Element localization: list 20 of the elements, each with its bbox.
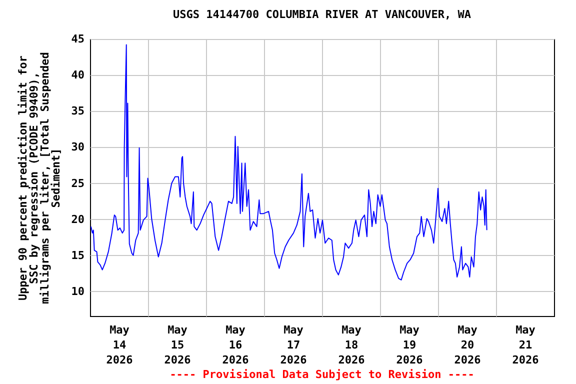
- x-tick-label: May 16 2026: [222, 324, 250, 366]
- x-tick-label: May 14 2026: [106, 324, 134, 366]
- x-tick-label: May 21 2026: [512, 324, 540, 366]
- y-tick-label: 40: [71, 68, 84, 82]
- x-tick-label: May 20 2026: [454, 324, 482, 366]
- y-axis-title: Upper 90 percent prediction limit for SSC by regression (PCODE 99409), milligrams per liter, [Total Suspended Sediment]: [16, 52, 62, 304]
- x-tick-label: May 17 2026: [280, 324, 308, 366]
- y-tick-label: 30: [71, 140, 84, 154]
- y-tick-label: 10: [71, 284, 84, 298]
- y-tick-label: 45: [71, 32, 84, 46]
- y-tick-label: 35: [71, 104, 84, 118]
- y-tick-label: 20: [71, 212, 84, 226]
- y-tick-label: 25: [71, 176, 84, 190]
- text: ---- Provisional Data Subject to Revision ----: [170, 368, 474, 381]
- x-tick-label: May 15 2026: [164, 324, 192, 366]
- y-tick-label: 15: [71, 248, 84, 262]
- x-tick-label: May 18 2026: [338, 324, 366, 366]
- chart-title: USGS 14144700 COLUMBIA RIVER AT VANCOUVER, WA: [172, 8, 472, 21]
- x-tick-label: May 19 2026: [396, 324, 424, 366]
- line-series: [90, 44, 488, 280]
